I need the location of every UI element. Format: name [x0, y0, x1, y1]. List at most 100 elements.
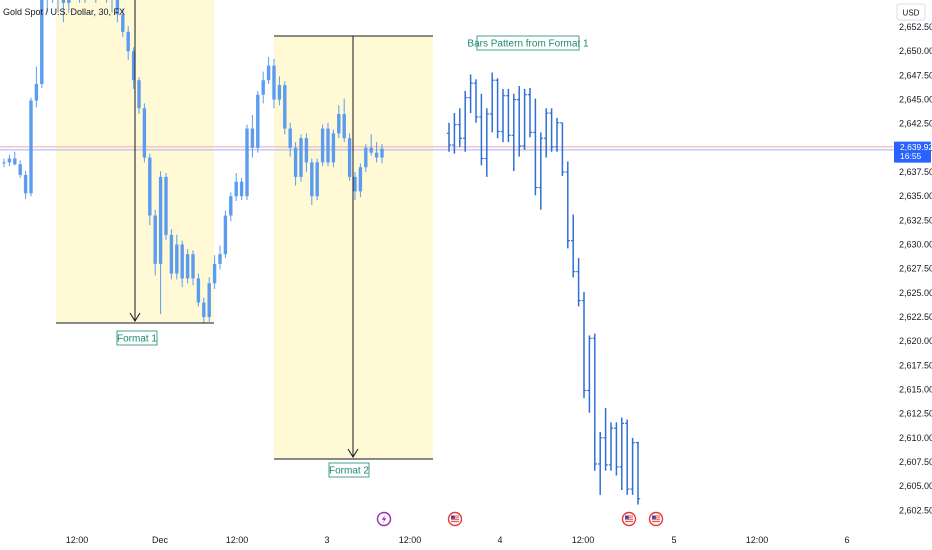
ohlc-bar [457, 108, 462, 147]
y-tick-label: 2,622.50 [899, 312, 932, 322]
us-flag-icon-stripe [652, 515, 660, 517]
candle [234, 173, 238, 202]
ohlc-bar [538, 132, 543, 210]
candle [207, 277, 211, 322]
candle-body [234, 181, 238, 197]
format1-arrow-head [129, 312, 141, 322]
candle [239, 177, 244, 201]
y-tick-label: 2,607.50 [899, 457, 932, 467]
price-scale[interactable]: USD 2,652.50 2,650.00 2,647.50 2,645.00 2,64… [894, 0, 932, 520]
us-flag-icon[interactable] [447, 511, 463, 527]
ohlc-bar [635, 441, 641, 505]
bars-pattern-note[interactable]: Bars Pattern from Format 1 [467, 35, 589, 51]
us-flag-icon-stripe [451, 517, 459, 519]
candle [34, 66, 39, 108]
candle [175, 234, 179, 280]
economic-events-row[interactable] [376, 511, 664, 527]
us-flag-icon-field [652, 515, 660, 523]
us-flag-icon-stripe [625, 515, 633, 517]
y-tick-label: 2,645.00 [899, 95, 932, 105]
candle [245, 124, 249, 201]
y-tick-label: 2,652.50 [899, 22, 932, 32]
candle [121, 8, 125, 37]
candle [23, 171, 28, 200]
candle-body [67, 0, 71, 3]
candle [299, 134, 303, 182]
y-tick-label: 2,605.00 [899, 481, 932, 491]
y-axis-ticks: 2,652.50 2,650.00 2,647.50 2,645.00 2,642.50… [899, 22, 932, 515]
candle-body [326, 128, 330, 163]
ohlc-bar [598, 432, 603, 495]
us-flag-icon-stripe [652, 521, 660, 523]
countdown-timer: 16:55 [900, 151, 922, 161]
candle [180, 240, 184, 288]
candle [218, 245, 222, 270]
format2-label-box [328, 462, 370, 478]
candle [57, 0, 59, 13]
us-flag-icon-canton [625, 515, 629, 519]
x-tick-label: 12:00 [66, 535, 89, 545]
candle [148, 153, 152, 226]
candle [106, 0, 108, 3]
us-flag-icon-canton [652, 515, 656, 519]
ohlc-bar [522, 88, 527, 150]
format2-drawing[interactable]: Format 2 [274, 35, 433, 478]
currency-box[interactable] [896, 3, 926, 21]
format1-label: Format 1 [117, 334, 157, 345]
us-flag-icon[interactable] [621, 511, 637, 527]
candle-body [169, 234, 174, 274]
candle-body [337, 114, 341, 134]
candle [342, 98, 346, 143]
candle [374, 142, 379, 163]
candle [380, 144, 384, 164]
candle-body [272, 65, 276, 100]
candle-body [212, 263, 217, 284]
candle-body [256, 94, 260, 148]
candle [315, 158, 319, 201]
candle [158, 171, 163, 315]
candle-body [23, 174, 28, 194]
us-flag-icon[interactable] [648, 511, 664, 527]
candle [223, 210, 228, 259]
lightning-icon[interactable] [376, 511, 392, 527]
candle [364, 144, 368, 173]
candle-body [131, 51, 136, 81]
x-tick-label: 12:00 [572, 535, 595, 545]
us-flag-icon-canton [451, 515, 455, 519]
candle [164, 173, 168, 240]
candle [29, 97, 33, 197]
bars-pattern-label: Bars Pattern from Format 1 [467, 39, 589, 50]
candle [310, 158, 314, 205]
x-tick-label: 6 [844, 535, 849, 545]
candle-body [202, 302, 206, 318]
y-tick-label: 2,647.50 [899, 70, 932, 80]
candle [293, 142, 298, 186]
us-flag-icon-field [625, 515, 633, 523]
candle-body [347, 138, 352, 177]
x-tick-label: 12:00 [746, 535, 769, 545]
candle-body [380, 148, 384, 158]
candle-body [277, 85, 282, 100]
x-tick-label: 3 [324, 535, 329, 545]
candle-body [266, 65, 271, 81]
candle-body [29, 100, 33, 194]
format1-label-box [116, 330, 158, 346]
ohlc-bar [608, 422, 614, 471]
ohlc-bar [452, 113, 457, 154]
ohlc-bar [468, 74, 473, 114]
candle [288, 122, 292, 157]
ohlc-bars-series [446, 72, 641, 505]
candle [169, 229, 174, 280]
candle-body [245, 128, 249, 197]
y-tick-label: 2,632.50 [899, 215, 932, 225]
y-tick-label: 2,642.50 [899, 119, 932, 129]
ohlc-bar [506, 88, 511, 143]
format1-drawing[interactable]: Format 1 [56, 0, 214, 346]
candle-body [320, 128, 325, 163]
candlestick-series [2, 0, 384, 323]
x-tick-label: 4 [497, 535, 502, 545]
candle-body [207, 283, 211, 318]
x-tick-label: 12:00 [226, 535, 249, 545]
